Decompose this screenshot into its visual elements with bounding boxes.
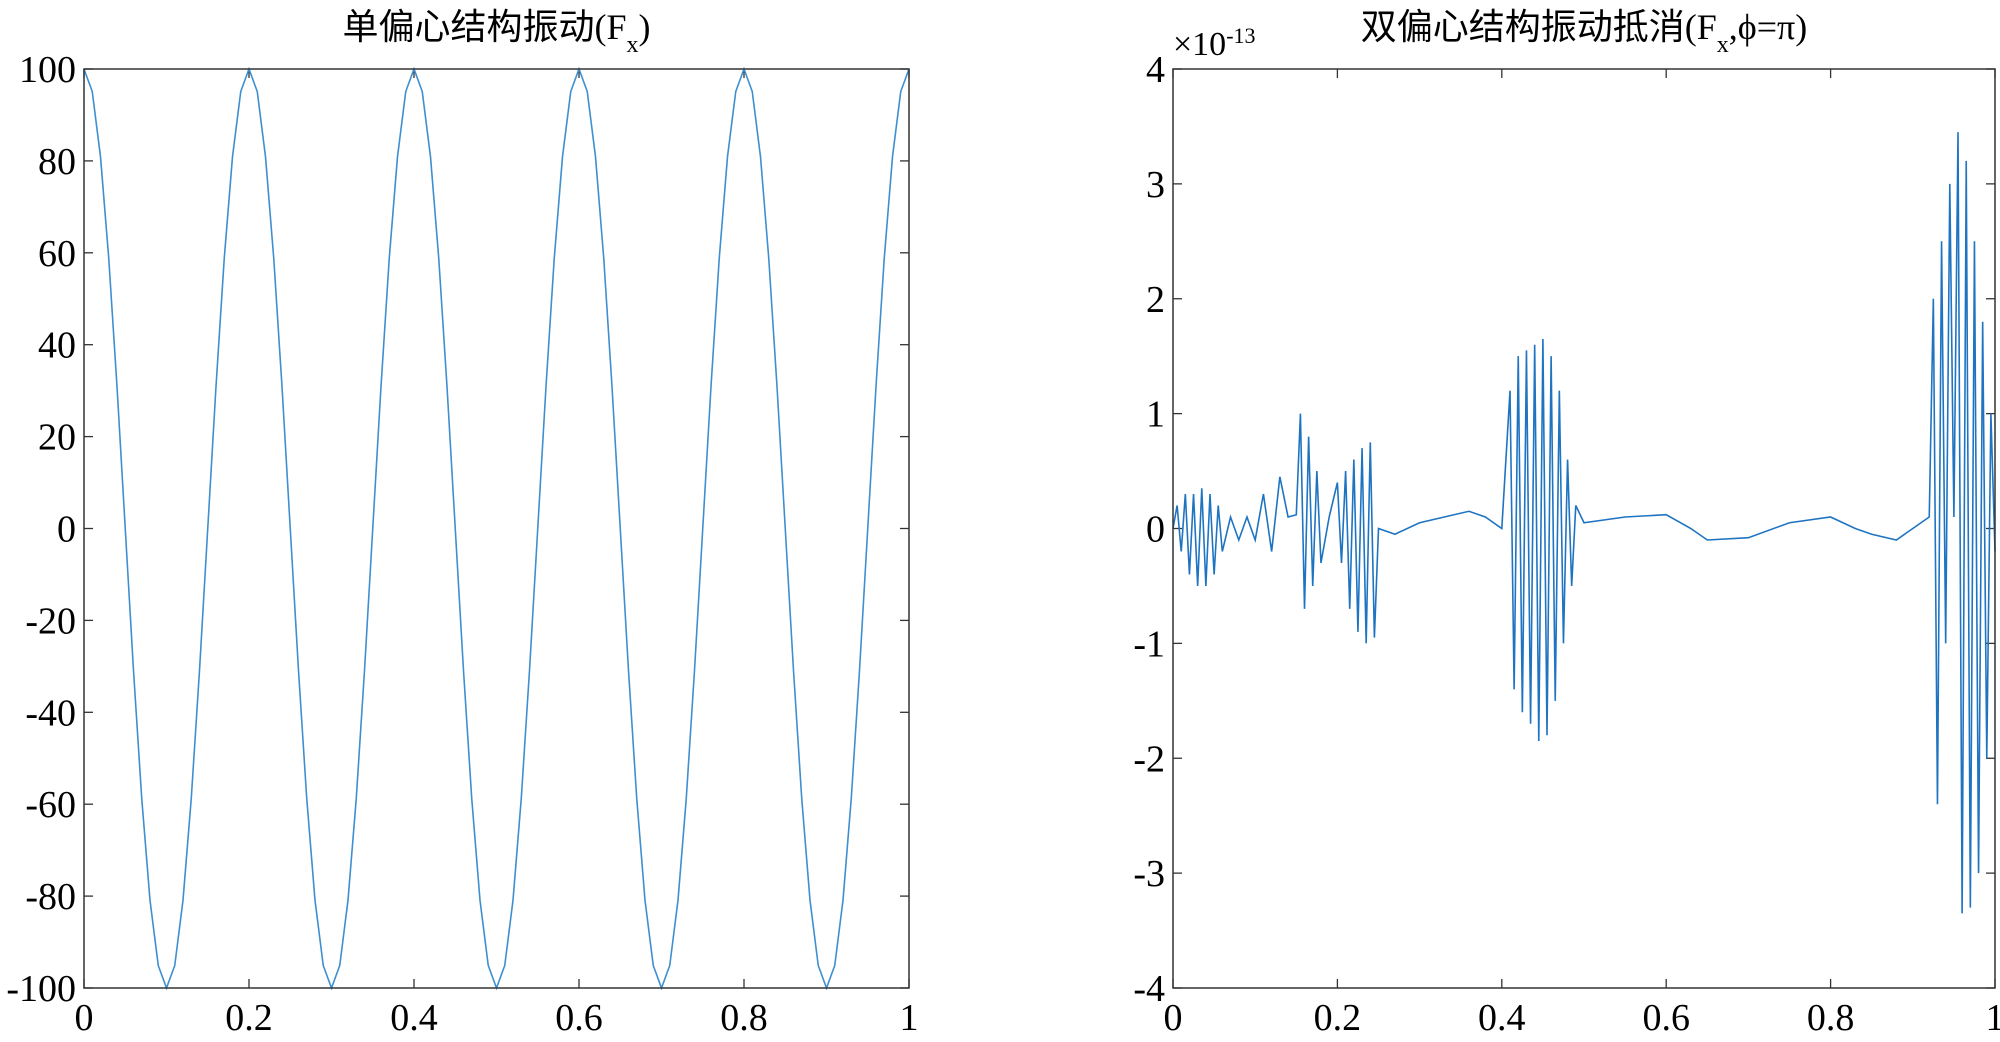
- x-tick-label: 0.4: [1478, 997, 1526, 1039]
- x-tick-label: 1: [900, 997, 919, 1039]
- y-tick-label: -40: [25, 692, 76, 734]
- title-part: x: [627, 32, 639, 58]
- plot-frame: [83, 68, 910, 989]
- x-tick-label: 0.8: [720, 997, 768, 1039]
- y-tick-label: -1: [1133, 623, 1165, 665]
- title-part: x: [1717, 32, 1729, 58]
- multiplier-exponent: -13: [1226, 23, 1255, 48]
- title-part: 单偏心结构振动(F: [342, 7, 626, 47]
- y-tick-label: -4: [1133, 968, 1165, 1010]
- y-tick-label: -60: [25, 784, 76, 826]
- y-tick-label: 40: [38, 325, 76, 367]
- x-tick-label: 0: [1164, 997, 1183, 1039]
- x-tick-label: 0.2: [225, 997, 273, 1039]
- x-tick-label: 0.6: [1642, 997, 1690, 1039]
- y-tick-label: -2: [1133, 738, 1165, 780]
- y-tick-label: 0: [57, 509, 76, 551]
- y-tick-label: 0: [1146, 509, 1165, 551]
- chart-title: 双偏心结构振动抵消(Fx,ϕ=π): [1361, 7, 1807, 58]
- x-tick-label: 0.4: [390, 997, 438, 1039]
- data-line: [83, 66, 910, 991]
- y-multiplier: ×10-13: [1173, 23, 1256, 64]
- title-part: 双偏心结构振动抵消(F: [1361, 7, 1717, 47]
- x-tick-label: 1: [1986, 997, 2000, 1039]
- y-tick-label: 1: [1146, 394, 1165, 436]
- data-line: [1172, 132, 1996, 914]
- y-tick-label: -100: [6, 968, 76, 1010]
- y-tick-label: -20: [25, 600, 76, 642]
- title-part: ,ϕ=π): [1729, 7, 1807, 47]
- y-tick-label: 100: [19, 49, 76, 91]
- y-tick-label: 3: [1146, 164, 1165, 206]
- plot-frame: [1172, 68, 1996, 989]
- x-tick-label: 0.8: [1807, 997, 1855, 1039]
- chart-title: 单偏心结构振动(Fx): [342, 7, 650, 58]
- x-tick-label: 0.6: [555, 997, 603, 1039]
- y-tick-label: 2: [1146, 279, 1165, 321]
- multiplier-base: ×10: [1173, 26, 1226, 63]
- x-tick-label: 0.2: [1314, 997, 1362, 1039]
- title-part: ): [639, 7, 651, 47]
- y-tick-label: 80: [38, 141, 76, 183]
- y-tick-label: -3: [1133, 853, 1165, 895]
- y-tick-label: 20: [38, 417, 76, 459]
- y-tick-label: 60: [38, 233, 76, 275]
- y-tick-label: -80: [25, 876, 76, 918]
- x-tick-label: 0: [75, 997, 94, 1039]
- y-tick-label: 4: [1146, 49, 1165, 91]
